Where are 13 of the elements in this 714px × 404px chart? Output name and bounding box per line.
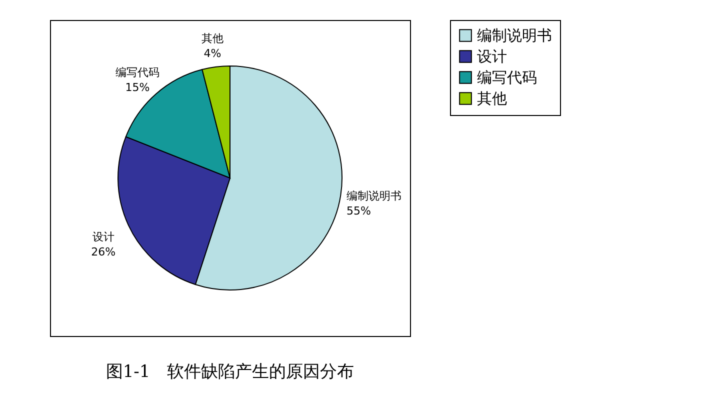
legend-label: 其他: [477, 90, 507, 108]
data-label: 4%: [204, 47, 222, 60]
slice-label: 其他: [201, 32, 224, 46]
legend-label: 编制说明书: [477, 28, 552, 44]
data-label: 26%: [91, 246, 116, 259]
text: 图1-1 软件缺陷产生的原因分布: [106, 362, 354, 382]
legend-label: 设计: [477, 48, 507, 66]
legend-label: 编写代码: [477, 70, 537, 86]
data-label: 55%: [346, 204, 371, 218]
slice-label: 编制说明书: [346, 189, 402, 202]
data-label: 15%: [125, 80, 150, 94]
slice-label: 设计: [92, 230, 114, 244]
slice-label: 编写代码: [115, 66, 160, 79]
